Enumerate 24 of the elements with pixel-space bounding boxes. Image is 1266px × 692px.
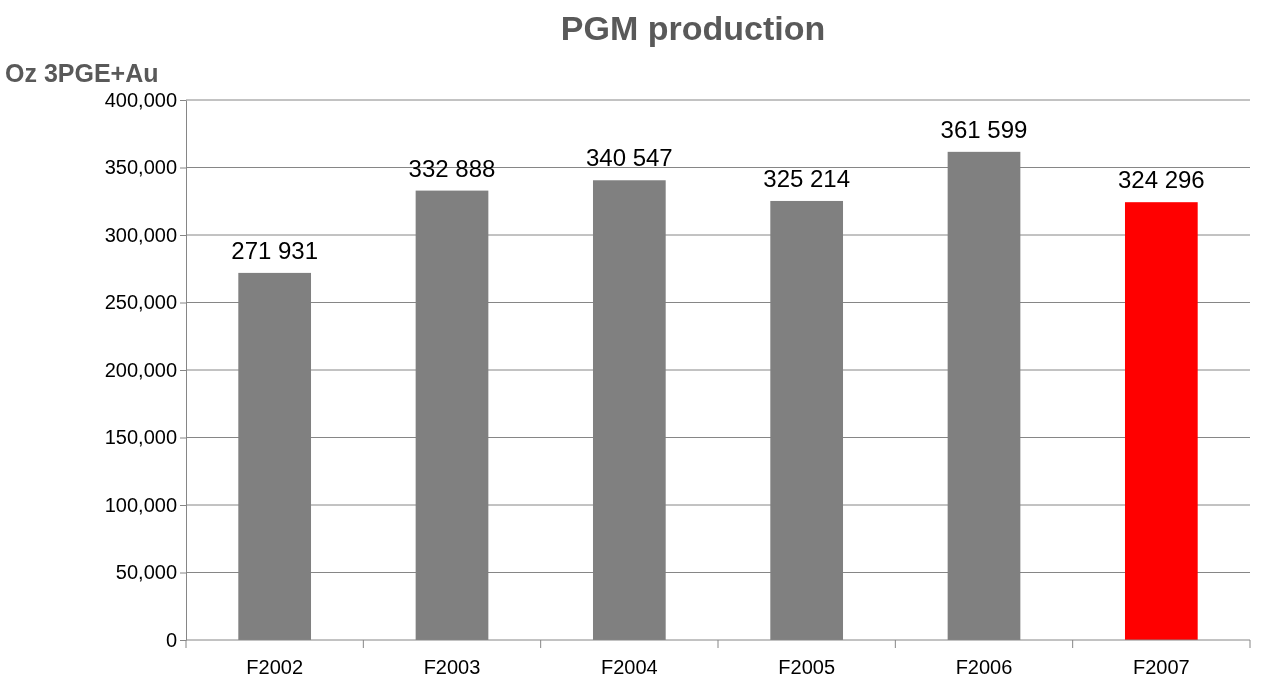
x-tick-label: F2003	[423, 656, 481, 678]
y-tick-label: 100,000	[104, 493, 177, 516]
data-label: 340 547	[585, 144, 673, 172]
y-tick-label: 350,000	[104, 156, 177, 179]
x-tick-label: F2002	[246, 656, 304, 678]
x-tick-label: F2005	[778, 656, 836, 678]
data-label: 361 599	[940, 115, 1028, 143]
y-tick-label: 300,000	[104, 223, 177, 246]
bar	[1124, 202, 1198, 640]
data-label: 332 888	[408, 154, 496, 182]
chart-title: PGM production	[560, 9, 826, 47]
y-axis-title: Oz 3PGE+Au	[5, 59, 159, 87]
x-tick-label: F2006	[955, 656, 1013, 678]
y-tick-label: 150,000	[104, 426, 177, 449]
y-tick-label: 200,000	[104, 358, 177, 381]
y-tick-label: 400,000	[104, 88, 177, 111]
y-tick-label: 0	[165, 628, 177, 651]
data-label: 325 214	[763, 164, 851, 192]
y-tick-label: 50,000	[115, 561, 177, 584]
x-tick-label: F2004	[600, 656, 658, 678]
x-tick-label: F2007	[1132, 656, 1190, 678]
data-label: 324 296	[1117, 166, 1205, 194]
data-label: 271 931	[231, 236, 319, 264]
y-tick-label: 250,000	[104, 291, 177, 314]
